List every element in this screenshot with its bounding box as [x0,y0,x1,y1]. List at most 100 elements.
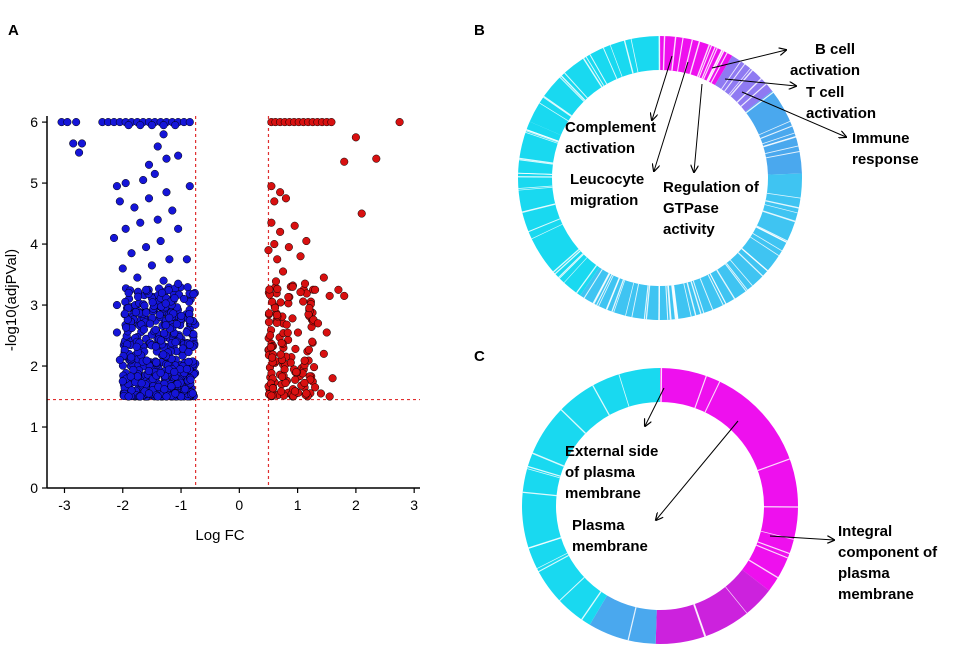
donut-slice-divider [671,285,676,320]
down-point [127,353,136,362]
down-point [72,118,81,127]
up-point [288,282,297,291]
up-point [286,358,295,367]
down-point [142,356,151,365]
up-point [296,288,305,297]
donut-slice-divider [709,273,727,305]
up-point [264,317,273,327]
arrow-gtpase [694,83,703,172]
up-point [372,154,381,163]
donut-slice-divider [696,44,711,77]
axes [46,116,420,489]
down-point [144,389,154,398]
down-point [151,342,160,351]
up-point [267,182,276,191]
down-point [139,175,148,185]
label-complement-line-2: activation [565,140,635,157]
donut-slice-divider [762,132,795,145]
y-tick-label: 6 [30,114,38,130]
down-point [127,249,136,258]
donut-slice-divider [764,204,798,214]
donut-slice-divider [710,52,728,84]
down-point [153,392,162,401]
down-point [174,279,183,288]
donut-slice-divider [756,225,788,242]
donut-slice-divider [726,262,748,291]
donut-slice-divider [765,145,799,155]
up-point [267,218,276,227]
donut-slice-divider [662,36,666,71]
up-point [325,392,334,401]
donut-slice-divider [606,277,621,310]
label-external-line-3: membrane [565,485,641,502]
up-point [334,285,343,294]
panel-label-a: A [8,22,19,39]
up-point [284,293,293,302]
down-point [144,194,154,203]
label-complement-line-1: Complement [565,119,656,136]
donut-slice-divider [627,607,637,641]
donut-slice-divider [589,54,608,85]
donut-b-stripes [518,35,801,321]
annotation-external-side: External side of plasma membrane [565,387,665,502]
label-integral-line-1: Integral [838,523,892,540]
arrow-integral [769,535,834,540]
up-point [268,353,277,362]
down-point [184,357,193,366]
label-b-cell-line-1: B cell [815,41,855,58]
arrow-t-cell [724,78,796,86]
donut-slice-divider [518,172,553,175]
up-point [299,297,308,306]
label-leucocyte-line-2: migration [570,192,638,209]
x-tick-label: 3 [410,497,418,513]
donut-slice-divider [704,381,721,413]
x-tick-label: -3 [58,497,71,513]
up-point [327,118,336,127]
y-tick-label: 4 [30,236,38,252]
donut-slice-divider [559,253,584,279]
donut-slice-divider [527,465,561,477]
donut-slice-divider [598,275,614,307]
arrow-leucocyte [654,61,689,171]
donut-slice-divider [525,130,559,143]
up-point [276,298,285,307]
down-point [179,294,189,304]
donut-segment [714,55,773,112]
label-external-line-1: External side [565,443,658,460]
x-tick-label: 0 [235,497,243,513]
down-point [75,148,84,157]
donut-slice-divider [623,40,634,74]
up-point [308,337,317,346]
threshold-lines [47,116,420,488]
down-point [159,350,168,359]
donut-slice-divider [756,544,789,559]
up-point [290,387,300,396]
donut-slice-divider [582,57,603,88]
down-point [153,142,162,151]
arrow-external [645,387,665,426]
down-point [153,215,162,224]
label-t-cell-line-2: activation [806,105,876,122]
up-point [277,338,286,348]
x-tick-label: 2 [352,497,360,513]
up-point [267,391,276,400]
label-integral-line-2: component of [838,544,938,561]
down-point [167,382,176,391]
down-point [162,154,171,163]
down-point [122,323,131,332]
up-point [265,285,274,294]
donut-slice-divider [693,604,706,637]
up-point [291,375,300,384]
up-point [283,328,292,337]
down-point [109,233,119,243]
donut-slice-divider [564,72,588,99]
down-point [118,377,127,386]
panel-label-b: B [474,22,485,39]
down-point [115,197,124,206]
donut-slice-divider [613,279,626,313]
donut-slice-divider [592,385,610,416]
down-point [124,121,133,130]
donut-slice-divider [576,265,598,294]
label-integral-line-4: membrane [838,586,914,603]
annotation-b-cell-activation: B cell activation [711,41,860,79]
